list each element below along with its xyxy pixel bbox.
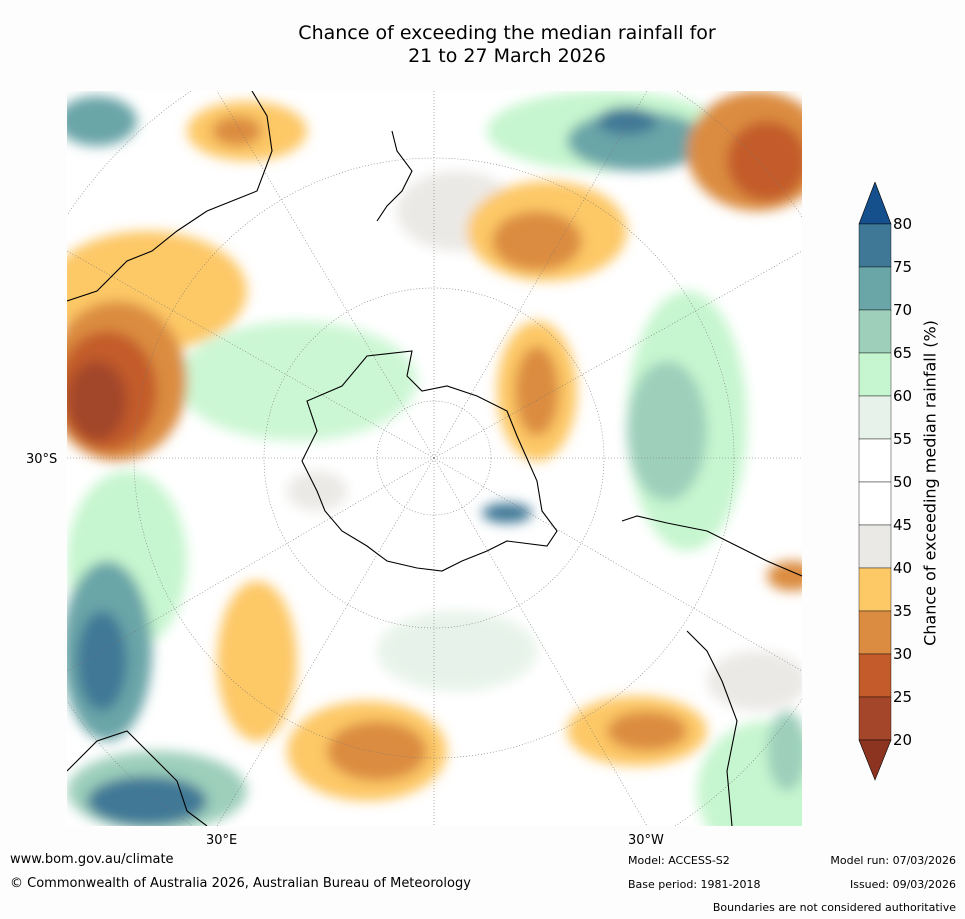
title-line-1: Chance of exceeding the median rainfall … [298,22,716,44]
colorbar-tick: 80 [893,215,913,233]
colorbar-tick: 20 [893,731,913,749]
colorbar-arrow-low [858,739,892,781]
colorbar-bin-70-75 [858,266,892,311]
website-link[interactable]: www.bom.gov.au/climate [10,852,174,867]
colorbar-bin-30-35 [858,610,892,655]
model-run: Model run: 07/03/2026 [830,854,956,867]
colorbar-tick: 50 [893,473,913,491]
model-name: Model: ACCESS-S2 [628,854,730,867]
boundary-disclaimer: Boundaries are not considered authoritat… [712,901,956,914]
colorbar-tick: 30 [893,645,913,663]
colorbar-bin-45-50 [858,481,892,526]
colorbar-tick: 25 [893,688,913,706]
colorbar-arrow-high [858,182,892,225]
colorbar-bin-40-45 [858,524,892,569]
colorbar-bin-75-80 [858,223,892,268]
colorbar-tick: 45 [893,516,913,534]
base-period: Base period: 1981-2018 [628,878,761,891]
issued-date: Issued: 09/03/2026 [849,878,956,891]
title-line-2: 21 to 27 March 2026 [408,45,606,67]
lon-label-30w: 30°W [628,833,664,848]
colorbar-bin-60-65 [858,352,892,397]
colorbar [858,182,892,781]
copyright: © Commonwealth of Australia 2026, Austra… [10,876,471,891]
lat-label-30s: 30°S [26,452,58,467]
graticule [67,91,802,826]
colorbar-bin-65-70 [858,309,892,354]
colorbar-tick: 75 [893,258,913,276]
colorbar-tick: 55 [893,430,913,448]
colorbar-bin-55-60 [858,395,892,440]
colorbar-tick: 35 [893,602,913,620]
colorbar-bin-35-40 [858,567,892,612]
colorbar-tick: 70 [893,301,913,319]
colorbar-title: Chance of exceeding median rainfall (%) [920,320,940,646]
lon-label-30e: 30°E [206,833,238,848]
map-title: Chance of exceeding the median rainfall … [67,22,947,68]
colorbar-bin-25-30 [858,653,892,698]
rainfall-map [67,91,802,826]
coastlines [67,91,802,826]
colorbar-tick: 65 [893,344,913,362]
colorbar-bin-50-55 [858,438,892,483]
probability-field [67,91,802,826]
colorbar-tick: 60 [893,387,913,405]
colorbar-bin-20-25 [858,696,892,741]
colorbar-tick: 40 [893,559,913,577]
map-canvas [67,91,802,826]
